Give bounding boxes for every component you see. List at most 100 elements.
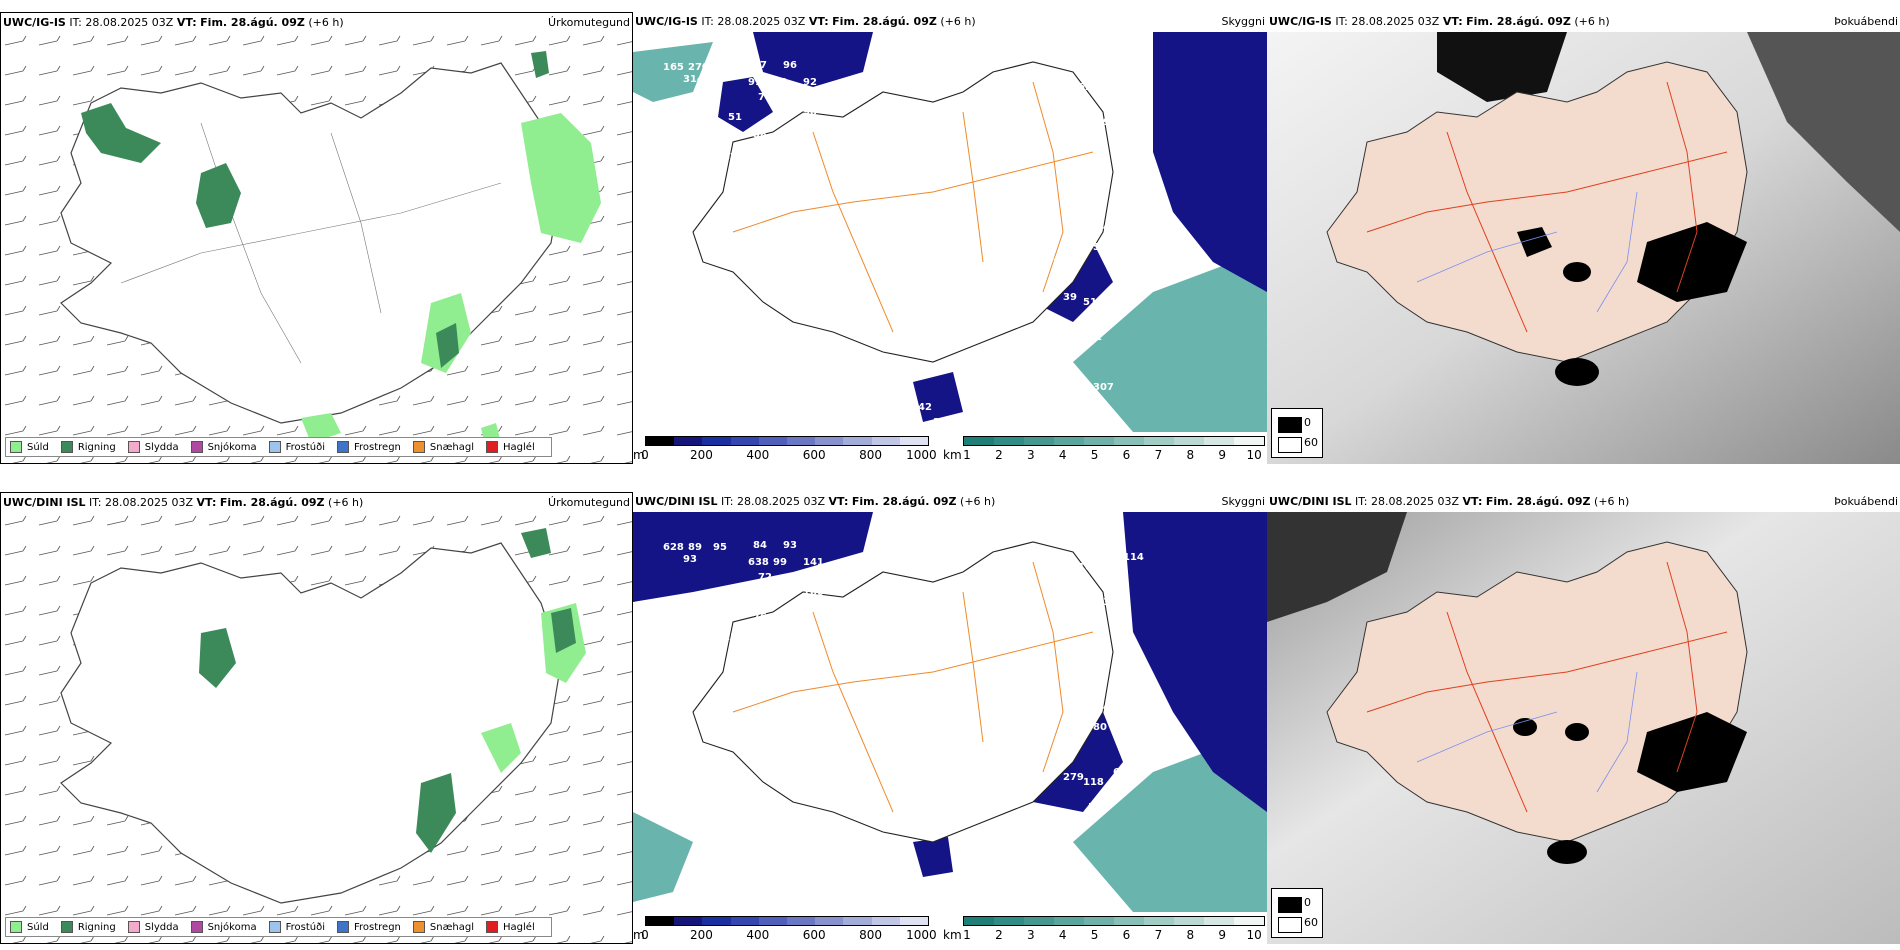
vis-value-label: 35 <box>1058 752 1072 763</box>
visibility-map[interactable] <box>633 32 1267 432</box>
vis-value-label: 90 <box>803 107 817 118</box>
vis-value-label: 47 <box>1123 722 1137 733</box>
vis-value-label: 48 <box>1053 737 1067 748</box>
lead-time: (+6 h) <box>1574 15 1610 28</box>
vis-value-label: 78 <box>1128 662 1142 673</box>
vis-value-label: 117 <box>783 582 804 593</box>
legend-swatch <box>337 921 349 933</box>
legend-item: Frostúði <box>268 921 325 933</box>
vis-scale-km: km 1 2 3 4 5 6 7 8 9 10 <box>943 914 1267 942</box>
vis-value-label: 76 <box>753 612 767 623</box>
vis-value-label: 51 <box>1083 297 1097 308</box>
vis-value-label: 95 <box>713 542 727 553</box>
vis-value-label: 5 <box>733 172 740 183</box>
vis-value-label: 119 <box>723 632 744 643</box>
model-name: UWC/DINI ISL <box>635 495 718 508</box>
valid-time: Fim. 28.ágú. 09Z <box>1485 495 1591 508</box>
legend-swatch <box>10 441 22 453</box>
legend-swatch <box>486 921 499 933</box>
panel-title: Þokuábendi <box>1834 15 1898 28</box>
visibility-panel-row1: UWC/IG-IS IT: 28.08.2025 03Z VT: Fim. 28… <box>633 12 1267 464</box>
legend-item: Rigning <box>60 921 116 933</box>
iceland-outline <box>692 541 1114 843</box>
fog-legend: 0 60 <box>1271 888 1323 938</box>
vis-scale-km-bar <box>963 916 1265 926</box>
precip-panel-row2: UWC/DINI ISL IT: 28.08.2025 03Z VT: Fim.… <box>0 492 633 944</box>
vis-value-label: 38 <box>1103 597 1117 608</box>
valid-time: Fim. 28.ágú. 09Z <box>832 15 937 28</box>
roads <box>1366 81 1728 333</box>
precip-map-svg <box>1 33 632 463</box>
fog-dense-areas <box>1517 222 1747 386</box>
precip-map[interactable] <box>1 33 632 463</box>
vis-value-label: 93 <box>683 554 697 565</box>
vis-value-label: 181 <box>1023 427 1044 438</box>
fog-map[interactable] <box>1267 512 1900 944</box>
vis-value-label: 109 <box>773 652 794 663</box>
vis-value-label: 638 <box>748 557 769 568</box>
vis-value-label: 93 <box>783 540 797 551</box>
vis-value-label: 85 <box>1033 292 1047 303</box>
vis-scale-m-bar <box>645 916 929 926</box>
vis-value-label: 12 <box>1083 212 1097 223</box>
vis-value-label: 39 <box>1063 292 1077 303</box>
vis-value-label: 90 <box>1133 232 1147 243</box>
vis-value-label: 95 <box>1078 607 1092 618</box>
vis-value-label: 628 <box>663 542 684 553</box>
precip-panel-row1: UWC/IG-IS IT: 28.08.2025 03Z VT: Fim. 28… <box>0 12 633 464</box>
init-time: 28.08.2025 03Z <box>1371 495 1460 508</box>
vis-value-label: 53 <box>1088 802 1102 813</box>
model-name: UWC/IG-IS <box>3 16 66 29</box>
visibility-map[interactable] <box>633 512 1267 912</box>
lead-time: (+6 h) <box>960 495 996 508</box>
vis-value-label: 87 <box>723 152 737 163</box>
vis-value-label: 62 <box>1078 82 1092 93</box>
legend-item: Snjókoma <box>190 441 257 453</box>
vis-value-label: 96 <box>783 60 797 71</box>
panel-title: Úrkomutegund <box>548 16 630 29</box>
vis-value-label: 89 <box>783 102 797 113</box>
vis-value-label: 164 <box>1123 72 1144 83</box>
rivers <box>1416 671 1638 793</box>
vis-value-label: 61 <box>1088 332 1102 343</box>
fog-map[interactable] <box>1267 32 1900 464</box>
lead-time: (+6 h) <box>328 496 364 509</box>
precip-map[interactable] <box>1 513 632 943</box>
init-time: 28.08.2025 03Z <box>737 495 826 508</box>
lead-time: (+6 h) <box>1594 495 1630 508</box>
vis-value-label: 32 <box>1053 402 1067 413</box>
lead-time: (+6 h) <box>308 16 344 29</box>
vis-value-label: 54 <box>1058 272 1072 283</box>
vis-value-label: 279 <box>1063 772 1084 783</box>
precip-legend: Súld Rigning Slydda Snjókoma Frostúði Fr… <box>5 437 552 457</box>
panel-title: Þokuábendi <box>1834 495 1898 508</box>
legend-swatch <box>60 441 73 453</box>
model-name: UWC/IG-IS <box>635 15 698 28</box>
vis-value-label: 53 <box>1078 127 1092 138</box>
vis-value-label: 37 <box>1063 232 1077 243</box>
legend-swatch <box>60 921 73 933</box>
panel-title: Úrkomutegund <box>548 496 630 509</box>
vis-value-label: 88 <box>773 77 787 88</box>
legend-item: Snjókoma <box>190 921 257 933</box>
fog-panel-row2: UWC/DINI ISL IT: 28.08.2025 03Z VT: Fim.… <box>1267 492 1900 944</box>
vis-value-label: 49 <box>1073 107 1087 118</box>
vis-value-label: 80 <box>1093 722 1107 733</box>
fog-legend-swatch <box>1278 897 1302 913</box>
legend-swatch <box>412 921 425 933</box>
vis-value-label: 81 <box>1053 257 1067 268</box>
vis-value-label: 270 <box>688 62 709 73</box>
vis-value-label: 51 <box>728 112 742 123</box>
vis-value-label: 141 <box>803 557 824 568</box>
vis-scale-m-unit: m <box>633 928 645 942</box>
vis-value-label: 43 <box>1083 172 1097 183</box>
vis-value-label: 78 <box>758 92 772 103</box>
legend-swatch <box>486 441 499 453</box>
vis-value-label: 92 <box>803 77 817 88</box>
vis-value-label: 94 <box>1103 117 1117 128</box>
vis-value-label: 87 <box>753 60 767 71</box>
vis-scale-m-bar <box>645 436 929 446</box>
init-time: 28.08.2025 03Z <box>1351 15 1440 28</box>
model-name: UWC/IG-IS <box>1269 15 1332 28</box>
vis-value-label: 89 <box>1043 332 1057 343</box>
